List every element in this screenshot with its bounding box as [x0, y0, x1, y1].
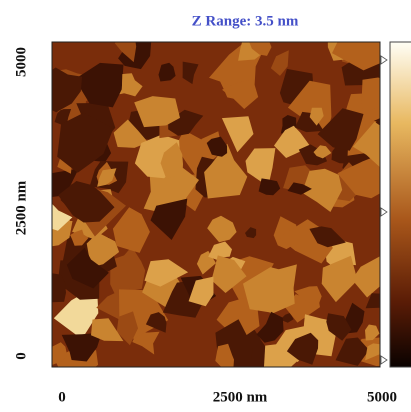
x-label: 0: [58, 389, 66, 405]
color-bar: [390, 42, 411, 367]
afm-view: Z Range: 3.5 nm 5000 2500 nm 0 0 2500 nm…: [0, 0, 411, 412]
title: Z Range: 3.5 nm: [192, 13, 299, 29]
marker: [381, 356, 387, 364]
x-label: 2500 nm: [213, 389, 268, 405]
y-label: 2500 nm: [13, 180, 29, 235]
marker: [381, 56, 387, 64]
page: {"title": "Z Range: 3.5 nm", "y_axis": {…: [0, 0, 411, 412]
x-label: 5000: [367, 389, 397, 405]
y-label: 5000: [13, 47, 29, 77]
marker: [381, 208, 387, 216]
topography-image: [34, 19, 404, 395]
y-label: 0: [13, 352, 29, 360]
